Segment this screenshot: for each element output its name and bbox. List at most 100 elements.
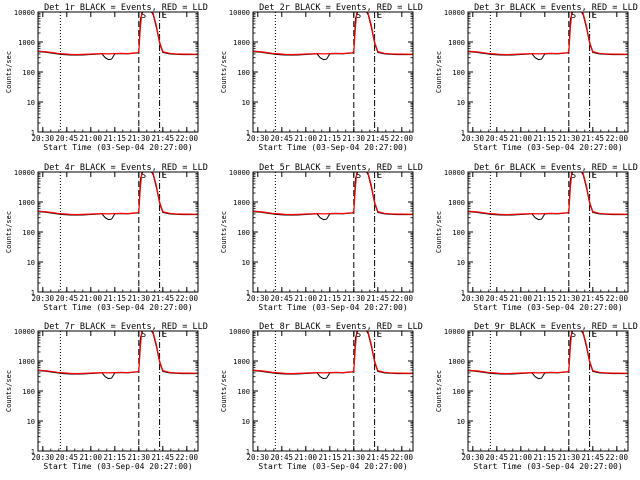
detector-panel-3: Det 3r BLACK = Events, RED = LLD Counts/s…	[435, 3, 638, 152]
y-tick-label: 10	[457, 99, 465, 107]
x-tick-label: 21:00	[80, 294, 103, 303]
y-tick-label: 1	[31, 129, 35, 137]
time-marker-label: E	[592, 330, 597, 340]
plot-frame	[37, 330, 199, 452]
plot-frame	[467, 171, 629, 293]
time-marker-label: E	[162, 11, 167, 21]
x-tick-label: 21:15	[319, 453, 342, 462]
lld-series-line	[468, 12, 628, 56]
y-tick-label: 1000	[448, 199, 465, 207]
x-tick-label: 21:00	[510, 453, 533, 462]
x-tick-label: 21:00	[80, 453, 103, 462]
y-tick-label: 1000	[233, 358, 250, 366]
x-tick-label: 21:45	[367, 453, 390, 462]
time-marker-label: S	[356, 171, 361, 181]
x-tick-label: 22:00	[391, 294, 414, 303]
x-tick-label: 21:45	[367, 294, 390, 303]
events-series-line	[253, 331, 413, 380]
panel-title: Det 8r BLACK = Events, RED = LLD	[259, 322, 423, 332]
panel-title: Det 5r BLACK = Events, RED = LLD	[259, 163, 423, 173]
detector-panel-9: Det 9r BLACK = Events, RED = LLD Counts/s…	[435, 322, 638, 471]
x-tick-label: 20:30	[247, 134, 270, 143]
y-axis-label: Counts/sec	[435, 211, 443, 253]
x-tick-label: 20:30	[32, 134, 55, 143]
x-axis-label: Start Time (03-Sep-04 20:27:00)	[473, 143, 622, 152]
x-tick-label: 21:15	[534, 294, 557, 303]
x-tick-label: 22:00	[606, 294, 629, 303]
x-tick-label: 21:00	[295, 134, 318, 143]
panel-title: Det 9r BLACK = Events, RED = LLD	[474, 322, 638, 332]
time-marker-label: S	[141, 171, 146, 181]
x-tick-label: 21:30	[558, 294, 581, 303]
y-axis-label: Counts/sec	[435, 51, 443, 93]
y-tick-label: 10	[242, 259, 250, 267]
y-tick-label: 10	[457, 418, 465, 426]
time-marker-label: S	[571, 330, 576, 340]
lld-series-line	[468, 331, 628, 375]
x-tick-label: 20:30	[462, 134, 485, 143]
x-tick-label: 21:45	[152, 134, 175, 143]
x-axis-label: Start Time (03-Sep-04 20:27:00)	[473, 462, 622, 471]
time-marker-label: E	[592, 11, 597, 21]
x-tick-label: 20:45	[486, 134, 509, 143]
x-tick-label: 20:45	[486, 453, 509, 462]
y-tick-label: 10000	[229, 328, 250, 336]
y-tick-label: 100	[237, 229, 250, 237]
time-marker-label: S	[571, 11, 576, 21]
x-tick-label: 22:00	[176, 453, 199, 462]
y-tick-label: 10000	[229, 9, 250, 17]
x-tick-label: 21:45	[152, 453, 175, 462]
y-tick-label: 100	[22, 388, 35, 396]
x-tick-label: 20:45	[271, 453, 294, 462]
y-tick-label: 1	[31, 448, 35, 456]
lld-series-line	[253, 331, 413, 375]
detector-panel-1: Det 1r BLACK = Events, RED = LLD Counts/s…	[5, 3, 208, 152]
x-tick-label: 21:30	[128, 134, 151, 143]
plot-frame	[252, 171, 414, 293]
detector-panel-8: Det 8r BLACK = Events, RED = LLD Counts/s…	[220, 322, 423, 471]
time-marker-label: S	[141, 11, 146, 21]
time-marker-label: E	[377, 11, 382, 21]
y-tick-label: 1	[31, 289, 35, 297]
y-tick-label: 10	[27, 259, 35, 267]
time-marker-label: S	[141, 330, 146, 340]
y-axis-label: Counts/sec	[435, 370, 443, 412]
x-tick-label: 20:30	[32, 453, 55, 462]
x-tick-label: 21:30	[128, 453, 151, 462]
x-tick-label: 21:00	[295, 453, 318, 462]
x-tick-label: 20:45	[271, 294, 294, 303]
panel-title: Det 3r BLACK = Events, RED = LLD	[474, 3, 638, 13]
x-tick-label: 21:00	[510, 294, 533, 303]
time-marker-label: E	[377, 330, 382, 340]
lld-series-line	[253, 12, 413, 56]
x-tick-label: 21:15	[319, 294, 342, 303]
lld-series-line	[38, 12, 198, 56]
plot-frame	[467, 330, 629, 452]
events-series-line	[38, 12, 198, 61]
y-tick-label: 10	[27, 418, 35, 426]
x-tick-label: 21:45	[367, 134, 390, 143]
events-series-line	[468, 12, 628, 61]
x-tick-label: 21:00	[510, 134, 533, 143]
events-series-line	[38, 331, 198, 380]
x-axis-label: Start Time (03-Sep-04 20:27:00)	[258, 462, 407, 471]
lld-series-line	[38, 172, 198, 216]
y-tick-label: 10000	[444, 328, 465, 336]
y-tick-label: 10	[27, 99, 35, 107]
x-axis-label: Start Time (03-Sep-04 20:27:00)	[258, 303, 407, 312]
x-axis-label: Start Time (03-Sep-04 20:27:00)	[258, 143, 407, 152]
x-tick-label: 21:15	[104, 134, 127, 143]
y-tick-label: 1000	[448, 358, 465, 366]
detector-panel-7: Det 7r BLACK = Events, RED = LLD Counts/s…	[5, 322, 208, 471]
y-axis-label: Counts/sec	[220, 51, 228, 93]
x-tick-label: 21:15	[534, 134, 557, 143]
x-tick-label: 21:30	[343, 294, 366, 303]
time-marker-label: E	[162, 171, 167, 181]
y-tick-label: 1000	[448, 39, 465, 47]
detector-panel-4: Det 4r BLACK = Events, RED = LLD Counts/s…	[5, 163, 208, 312]
x-tick-label: 20:45	[56, 453, 79, 462]
x-tick-label: 22:00	[176, 134, 199, 143]
x-tick-label: 20:45	[56, 294, 79, 303]
x-tick-label: 20:45	[486, 294, 509, 303]
